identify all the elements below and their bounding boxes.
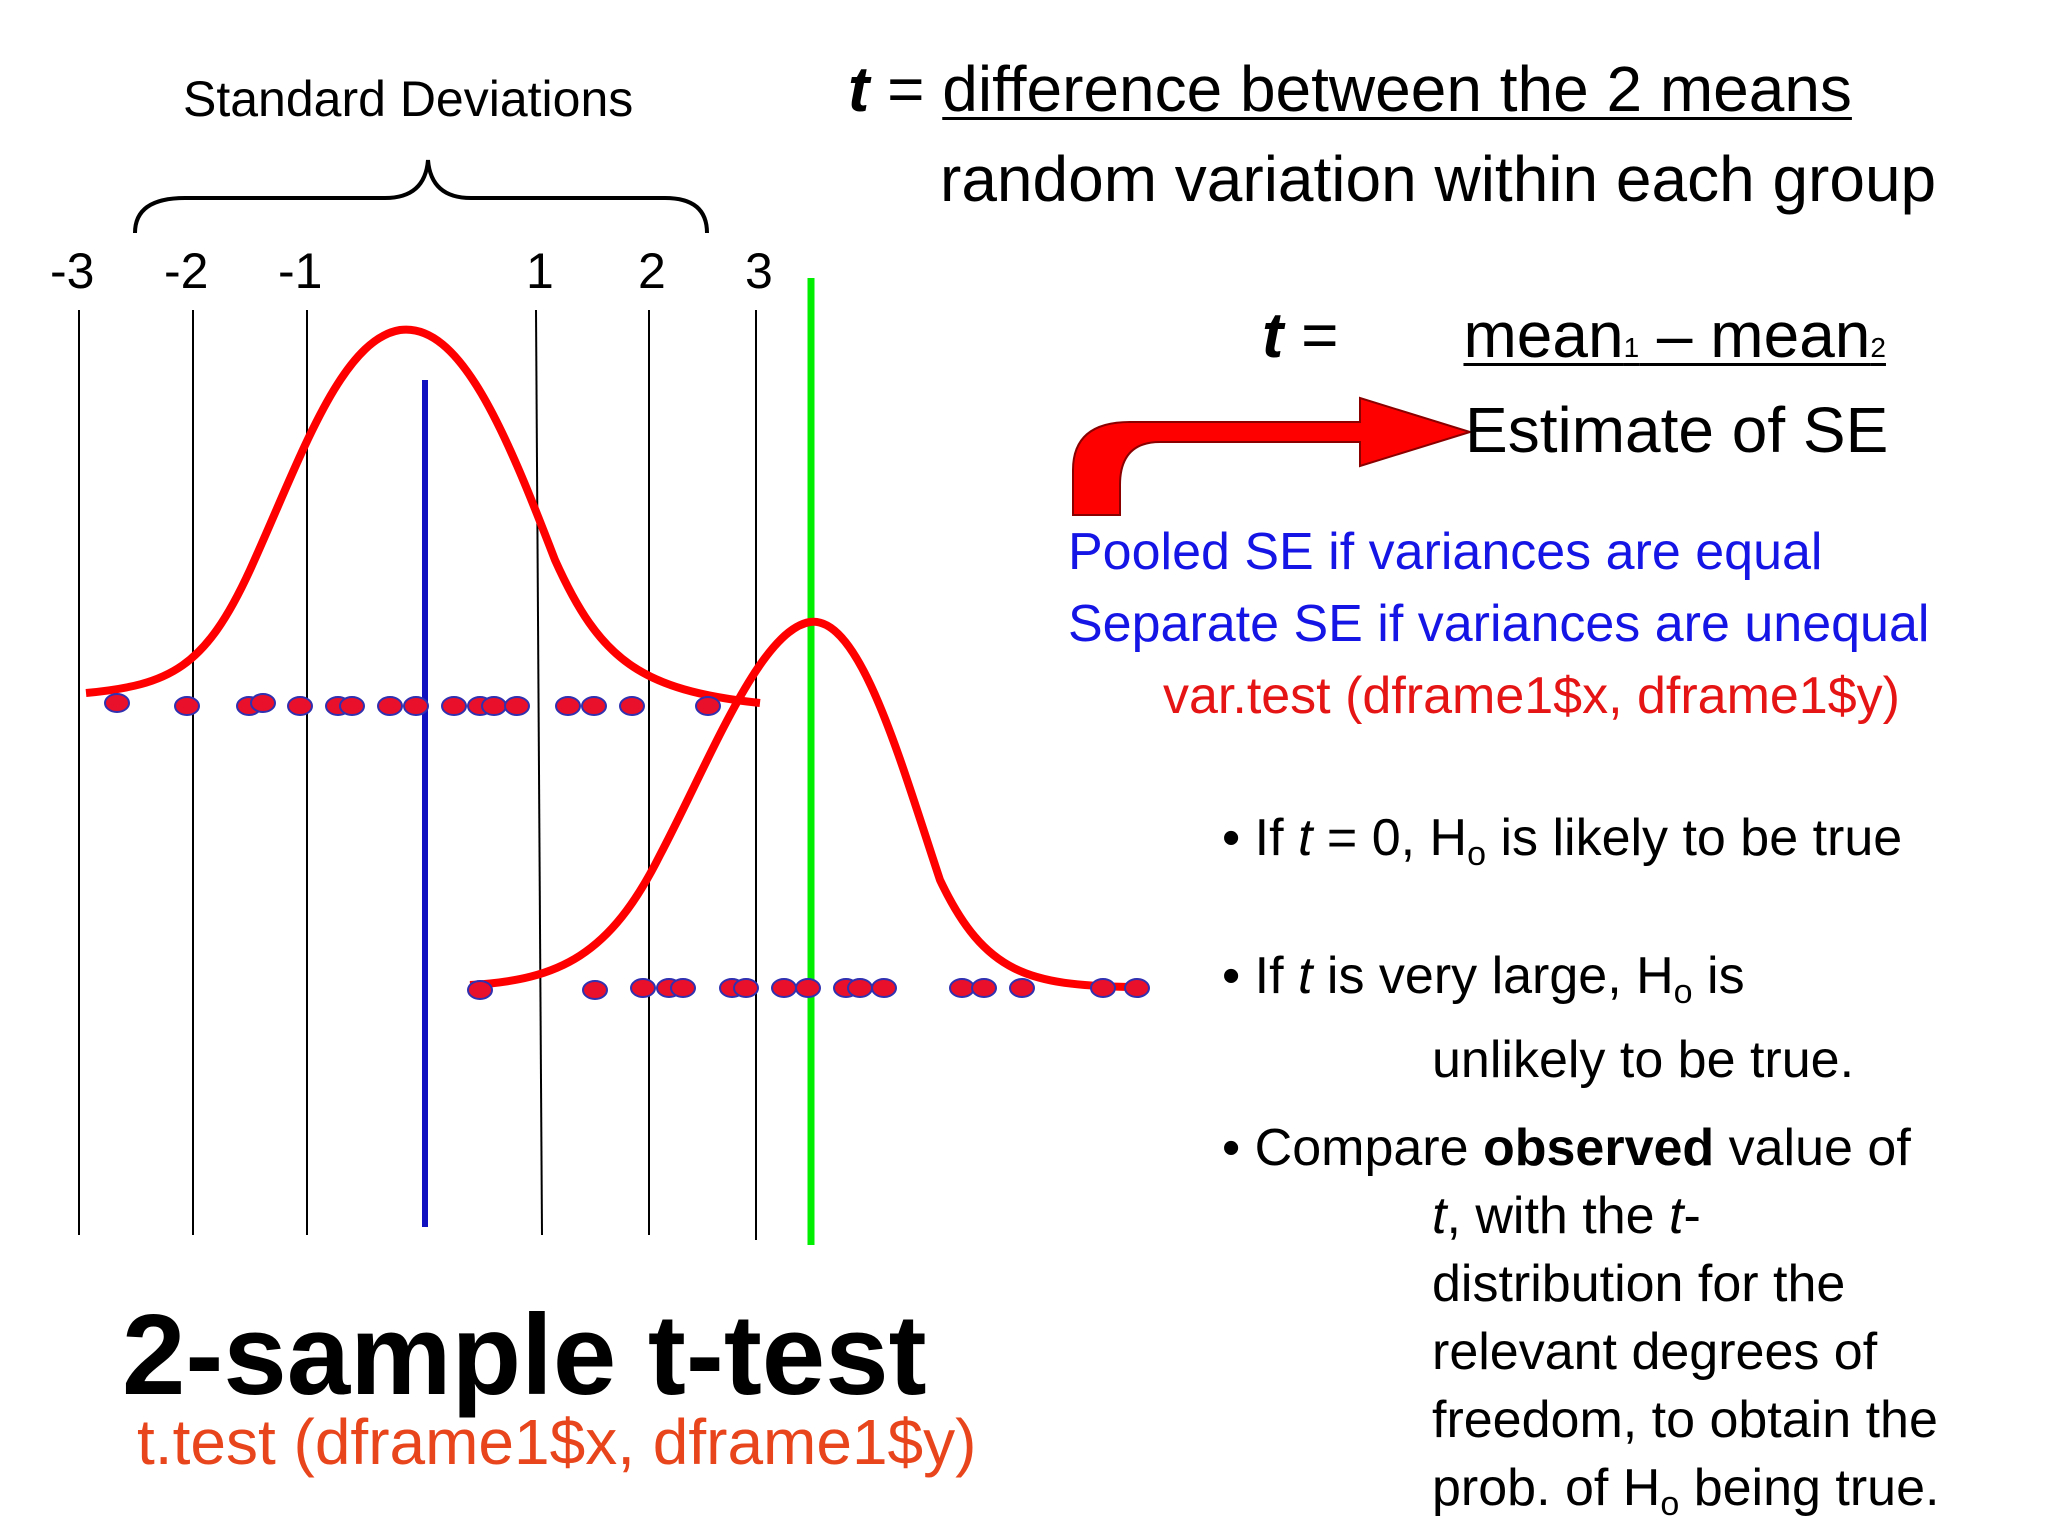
subscript: o [1467,835,1487,873]
sd-tick-label: 1 [526,243,554,299]
sample-dot [795,978,821,998]
t-symbol: t [1669,1187,1684,1245]
bullet-text: unlikely to be true. [1432,1031,1855,1089]
bullet-text: = 0, H [1312,809,1468,867]
mean-label: – mean [1639,299,1871,371]
formula-verbal-numerator: t = difference between the 2 means [848,52,1852,126]
t-symbol: t [1432,1187,1447,1245]
slide-title: 2-sample t-test [122,1292,927,1419]
bullet-t-zero: • If t = 0, Ho is likely to be true [1222,804,1902,888]
bullet-text: is very large, H [1312,947,1674,1005]
distribution-curve-1 [85,325,761,707]
sample-dots-group-2 [467,978,1150,1000]
bullet-compare: • Compare observed value of t, with the … [1222,1114,1939,1538]
formula-symbolic-numerator: t = mean1 – mean2 [1262,298,1886,372]
t-symbol: t [1262,299,1284,371]
bullet-t-large: • If t is very large, Ho is unlikely to … [1222,942,1854,1094]
bullet-bold-text: observed [1482,1119,1715,1177]
sample-dot [871,978,897,998]
formula-denominator: random variation within each group [940,143,1937,215]
sample-dot [695,696,721,716]
sample-dot [630,978,656,998]
curved-arrow-icon [1072,396,1474,516]
sample-dot [250,693,276,713]
sample-dot [104,693,130,713]
equals-sign: = [1283,299,1339,371]
sample-dot [174,696,200,716]
sample-dot [339,696,365,716]
sd-tick-label: -1 [278,243,323,299]
bullet-text: value of [1714,1119,1911,1177]
sample-dot [287,696,313,716]
sample-dot [441,696,467,716]
sample-dot [481,696,507,716]
sample-dot [504,696,530,716]
formula-numerator: difference between the 2 means [942,53,1852,125]
mean-label: mean [1463,299,1624,371]
subscript: 2 [1870,332,1886,363]
bullet-text: - [1683,1187,1701,1245]
sample-dot [403,696,429,716]
bullet-text: prob. of H [1432,1459,1661,1517]
distribution-curve-2 [469,617,1131,991]
sample-dot [581,696,607,716]
sd-tick-label: -3 [50,243,95,299]
sample-dot [971,978,997,998]
sample-dot [1009,978,1035,998]
sd-line-1 [535,309,543,1236]
subscript: o [1660,1485,1680,1523]
sample-dot [733,978,759,998]
bullet-text: is likely to be true [1486,809,1903,867]
bullet-text: is [1692,947,1745,1005]
sample-dot [1124,978,1150,998]
sample-dot [670,978,696,998]
var-test-code: var.test (dframe1$x, dframe1$y) [1163,667,1900,725]
sample-dot [949,978,975,998]
bullet-text: distribution for the [1432,1255,1846,1313]
bullet-text: freedom, to obtain the [1432,1391,1938,1449]
pooled-se-note: Pooled SE if variances are equal [1068,523,1823,581]
sample-dot [555,696,581,716]
separate-se-note: Separate SE if variances are unequal [1068,595,1930,653]
t-symbol: t [1298,947,1313,1005]
subscript: o [1673,973,1693,1011]
bullet-text: • If [1222,809,1298,867]
curly-brace-icon [133,159,709,234]
sample-dots-group-1 [104,693,721,716]
sample-dot [1090,978,1116,998]
bullet-text: • If [1222,947,1298,1005]
sample-dot [619,696,645,716]
t-symbol: t [848,53,870,125]
t-symbol: t [1298,809,1313,867]
bullet-text: relevant degrees of [1432,1323,1878,1381]
sample-dot [771,978,797,998]
sample-dot [377,696,403,716]
sample-dot [467,980,493,1000]
t-test-code: t.test (dframe1$x, dframe1$y) [137,1406,977,1478]
sd-tick-label: 3 [745,243,773,299]
bullet-text: • Compare [1222,1119,1483,1177]
subscript: 1 [1623,332,1640,363]
brace-label: Standard Deviations [183,71,634,127]
equals-sign: = [869,53,943,125]
bullet-text: being true. [1679,1459,1940,1517]
bullet-text: , with the [1446,1187,1670,1245]
sample-dot [582,980,608,1000]
sd-tick-label: -2 [164,243,209,299]
sample-dot [847,978,873,998]
sd-tick-label: 2 [638,243,666,299]
formula-se-denominator: Estimate of SE [1465,394,1889,466]
